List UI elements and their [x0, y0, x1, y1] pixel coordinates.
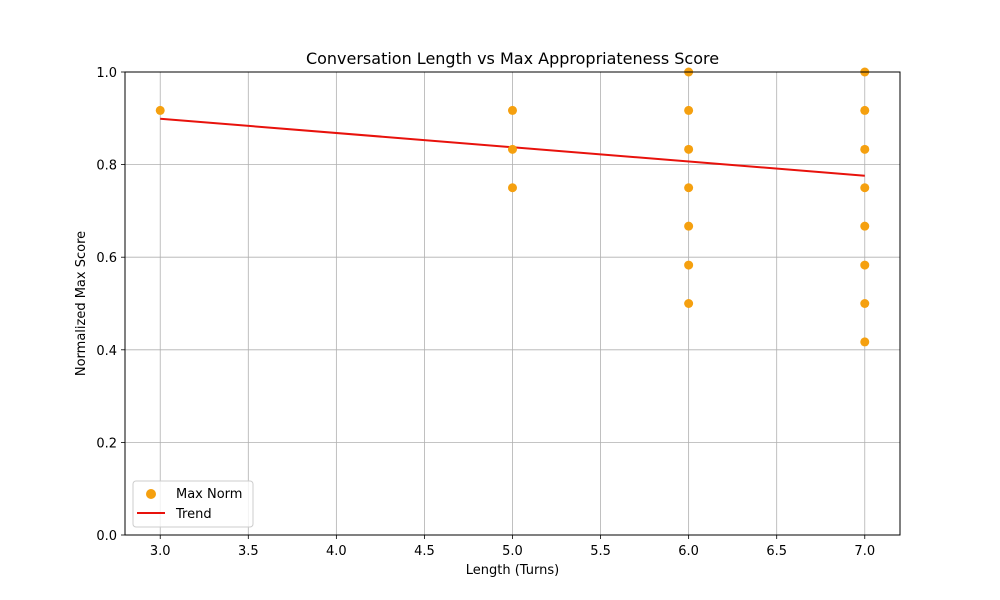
x-tick-label: 4.0	[326, 544, 347, 559]
scatter-point	[860, 337, 870, 347]
legend-marker-max-norm	[146, 489, 156, 499]
x-tick-label: 6.0	[678, 544, 699, 559]
scatter-point	[860, 183, 870, 193]
legend-label-max-norm: Max Norm	[176, 487, 242, 502]
legend-box	[132, 480, 254, 528]
scatter-points-layer	[155, 67, 870, 347]
legend-label-trend: Trend	[175, 507, 212, 522]
x-tick-label: 5.0	[502, 544, 523, 559]
y-axis-title: Normalized Max Score	[74, 231, 89, 376]
scatter-point	[860, 221, 870, 231]
y-tick-label: 1.0	[96, 66, 117, 81]
scatter-point	[860, 105, 870, 115]
scatter-point	[684, 183, 694, 193]
x-tick-label: 6.5	[766, 544, 787, 559]
scatter-point	[684, 299, 694, 308]
x-tick-label: 3.0	[150, 544, 171, 559]
scatter-point	[684, 260, 694, 270]
x-tick-label: 3.5	[238, 544, 259, 559]
y-tick-label: 0.0	[96, 529, 117, 544]
scatter-point	[508, 105, 517, 115]
x-tick-label: 5.5	[590, 544, 611, 559]
scatter-point	[508, 183, 517, 193]
scatter-point	[684, 105, 694, 115]
scatter-point	[155, 105, 165, 115]
legend: Max Norm Trend	[132, 480, 254, 528]
scatter-point	[508, 144, 517, 154]
y-tick-label: 0.8	[96, 159, 117, 174]
x-axis-ticks: 3.0 3.5 4.0 4.5 5.0 5.5 6.0 6.5 7.0	[150, 535, 875, 559]
x-tick-label: 4.5	[414, 544, 435, 559]
scatter-point	[860, 144, 870, 154]
x-axis-title: Length (Turns)	[466, 563, 559, 578]
y-tick-label: 0.6	[96, 251, 117, 266]
y-tick-label: 0.2	[96, 436, 117, 451]
chart-title: Conversation Length vs Max Appropriatene…	[306, 49, 719, 68]
y-tick-label: 0.4	[96, 344, 117, 359]
scatter-point	[860, 299, 870, 308]
scatter-point	[684, 144, 694, 154]
y-axis-ticks: 0.0 0.2 0.4 0.6 0.8 1.0	[96, 66, 125, 544]
scatter-point	[684, 221, 694, 231]
scatter-point	[860, 260, 870, 270]
x-tick-label: 7.0	[854, 544, 875, 559]
